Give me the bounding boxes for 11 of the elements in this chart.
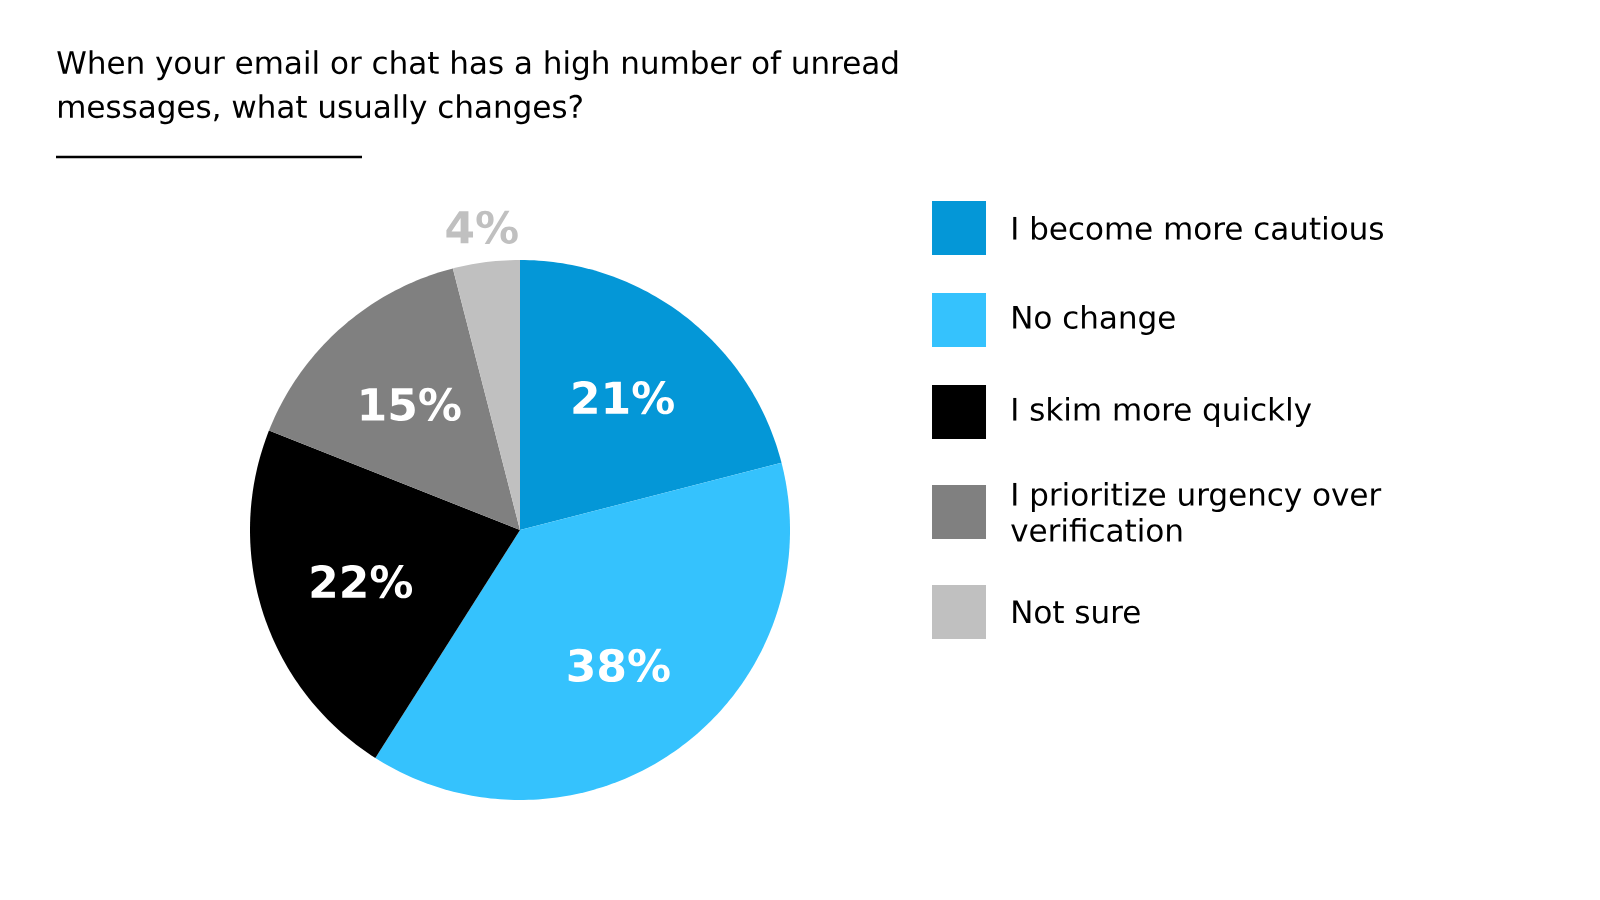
data-label: 4% bbox=[446, 210, 518, 244]
data-label: 21% bbox=[573, 381, 674, 415]
legend-label: I prioritize urgency over verification bbox=[1011, 482, 1382, 542]
legend-label: I skim more quickly bbox=[1013, 396, 1312, 427]
legend-label: Not sure bbox=[1013, 600, 1140, 624]
chart-title: When your email or chat has a high number of unread messages, what usually changes? bbox=[57, 50, 898, 125]
data-label: 38% bbox=[568, 648, 670, 683]
data-label: 15% bbox=[361, 387, 461, 422]
legend-label: No change bbox=[1013, 304, 1175, 335]
data-label: 22% bbox=[311, 565, 413, 599]
legend-label: I become more cautious bbox=[1013, 215, 1383, 240]
